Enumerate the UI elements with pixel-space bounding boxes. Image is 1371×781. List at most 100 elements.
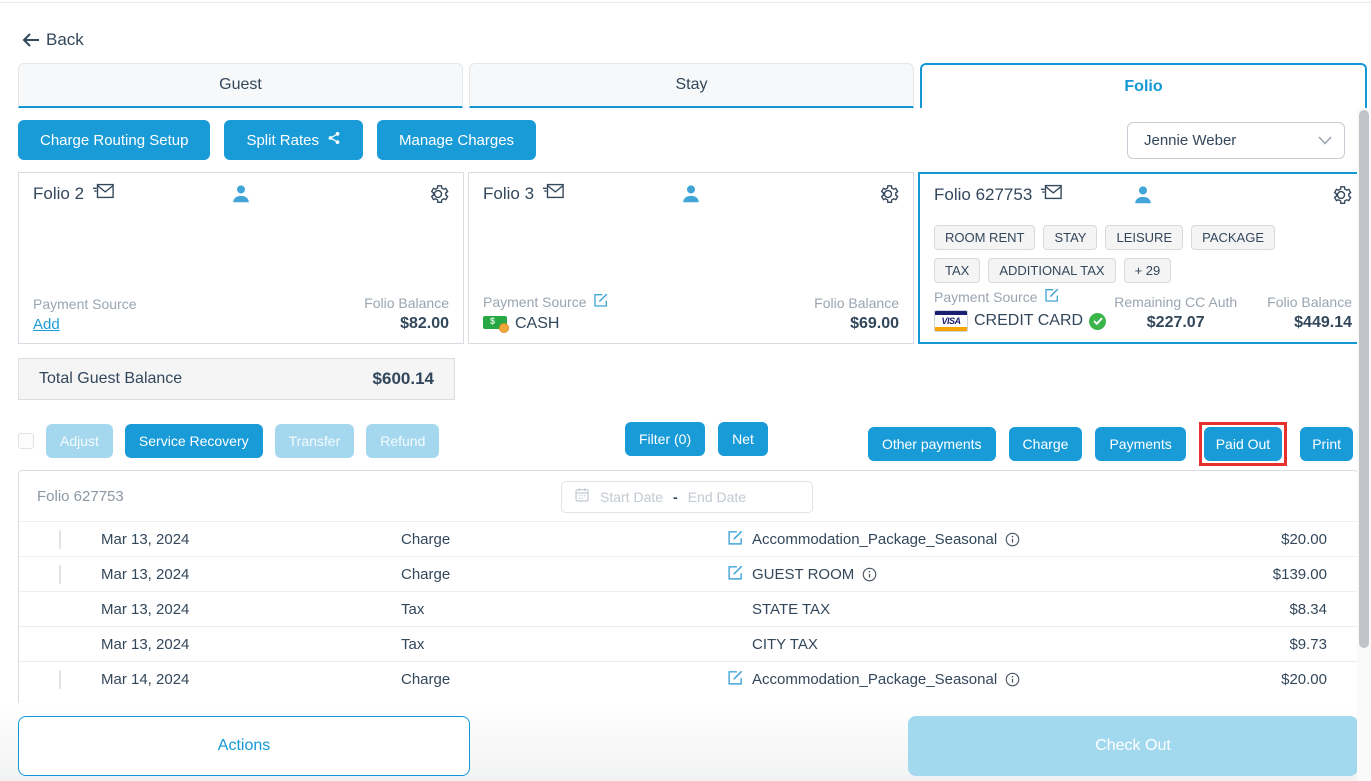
tab-guest[interactable]: Guest [18,63,463,108]
payment-source-label: Payment Source [934,288,1038,305]
row-type: Tax [401,635,425,653]
tab-folio[interactable]: Folio [920,63,1367,108]
folio-2-footer: Payment Source Add Folio Balance $82.00 [33,295,449,333]
select-all-checkbox[interactable] [18,433,34,449]
vertical-scrollbar[interactable] [1357,108,1371,781]
filter-group: Filter (0) Net [625,422,768,456]
guest-person-icon[interactable] [230,183,252,210]
remaining-cc-auth: Remaining CC Auth $227.07 [1114,294,1237,332]
back-button[interactable]: Back [22,30,84,50]
folio-3-title-text: Folio 3 [483,183,535,203]
row-checkbox[interactable] [59,529,61,549]
end-date-placeholder: End Date [687,489,747,505]
folio-627753-title-text: Folio 627753 [934,184,1033,204]
row-amount: $9.73 [1289,635,1327,653]
start-date-placeholder: Start Date [600,489,664,505]
cash-icon [483,315,509,333]
edit-icon[interactable] [1044,287,1060,306]
scrollbar-thumb[interactable] [1359,110,1369,648]
info-icon[interactable] [1005,532,1020,547]
row-description: GUEST ROOM [752,565,855,583]
manage-charges-button[interactable]: Manage Charges [376,120,537,160]
folio-tags: ROOM RENT STAY LEISURE PACKAGE TAX ADDIT… [934,225,1310,283]
row-amount: $20.00 [1281,670,1327,688]
folio-3-payment-source: Payment Source CASH [483,292,609,333]
folio-card-627753: Folio 627753 ROOM RENT STAY LEISURE PACK… [918,172,1368,344]
paid-out-button[interactable]: Paid Out [1203,427,1283,461]
table-row: Mar 14, 2024 Charge Accommodation_Packag… [19,661,1357,696]
total-guest-balance-bar: Total Guest Balance $600.14 [18,358,455,400]
visa-word: VISA [941,316,961,326]
check-out-button[interactable]: Check Out [908,716,1358,776]
filter-label: Filter (0) [639,431,692,447]
back-label: Back [46,30,84,49]
folio-cards: Folio 2 Payment Source Add Folio Balance… [18,172,1368,344]
folio-balance-value: $69.00 [850,315,899,332]
guest-selector-value: Jennie Weber [1144,132,1237,149]
transfer-button[interactable]: Transfer [274,424,355,458]
info-icon[interactable] [1005,672,1020,687]
tag-chip-more[interactable]: + 29 [1123,258,1172,283]
row-checkbox[interactable] [59,564,61,584]
guest-person-icon[interactable] [680,183,702,210]
table-folio-label: Folio 627753 [37,487,124,505]
tag-chip: STAY [1043,225,1098,250]
manage-charges-label: Manage Charges [398,131,515,149]
guest-selector-dropdown[interactable]: Jennie Weber [1127,122,1345,159]
send-email-icon[interactable] [542,183,564,204]
payment-source-label: Payment Source [33,296,137,312]
toolbar-left: Charge Routing Setup Split Rates Manage … [18,120,1353,160]
tag-chip: ADDITIONAL TAX [988,258,1116,283]
gear-icon[interactable] [1330,184,1352,211]
charge-routing-setup-button[interactable]: Charge Routing Setup [18,120,211,160]
row-date: Mar 14, 2024 [101,670,190,688]
charge-button[interactable]: Charge [1008,427,1083,461]
service-recovery-button[interactable]: Service Recovery [124,424,263,458]
row-date: Mar 13, 2024 [101,530,190,548]
edit-icon[interactable] [727,669,744,690]
gear-icon[interactable] [427,183,449,210]
transfer-label: Transfer [288,433,341,449]
row-type: Tax [401,600,425,618]
footer-bar: Actions Check Out [0,703,1371,781]
edit-icon[interactable] [727,529,744,550]
add-payment-link[interactable]: Add [33,316,60,333]
page-top-divider [0,2,1371,3]
tag-chip: ROOM RENT [934,225,1036,250]
send-email-icon[interactable] [92,183,114,204]
tab-stay[interactable]: Stay [469,63,914,108]
paid-out-label: Paid Out [1215,436,1271,452]
row-description: Accommodation_Package_Seasonal [752,670,998,688]
date-range-picker[interactable]: Start Date - End Date [561,481,813,513]
charge-routing-setup-label: Charge Routing Setup [40,131,189,149]
charge-label: Charge [1022,436,1069,452]
send-email-icon[interactable] [1040,184,1063,205]
folio-2-title: Folio 2 [33,183,114,204]
row-amount: $8.34 [1289,600,1327,618]
info-icon[interactable] [862,567,877,582]
folio-627753-payment-source: Payment Source VISA CREDIT CARD [934,287,1107,332]
row-date: Mar 13, 2024 [101,635,190,653]
other-payments-button[interactable]: Other payments [867,427,996,461]
edit-icon[interactable] [593,292,609,311]
table-row: Mar 13, 2024 Charge Accommodation_Packag… [19,521,1357,556]
row-type: Charge [401,565,451,583]
gear-icon[interactable] [877,183,899,210]
row-checkbox[interactable] [59,669,61,689]
refund-button[interactable]: Refund [366,424,440,458]
split-rates-button[interactable]: Split Rates [224,120,363,160]
tag-chip: TAX [934,258,981,283]
payment-method: VISA CREDIT CARD [934,310,1107,332]
guest-person-icon[interactable] [1132,184,1154,211]
service-recovery-label: Service Recovery [138,433,249,449]
row-amount: $20.00 [1281,530,1327,548]
other-payments-label: Other payments [881,436,982,452]
edit-icon[interactable] [727,564,744,585]
adjust-button[interactable]: Adjust [46,424,113,458]
payments-button[interactable]: Payments [1095,427,1186,461]
net-button[interactable]: Net [718,422,768,456]
print-button[interactable]: Print [1300,427,1353,461]
actions-button[interactable]: Actions [18,716,470,776]
total-guest-balance-label: Total Guest Balance [39,370,183,387]
filter-button[interactable]: Filter (0) [625,422,706,456]
